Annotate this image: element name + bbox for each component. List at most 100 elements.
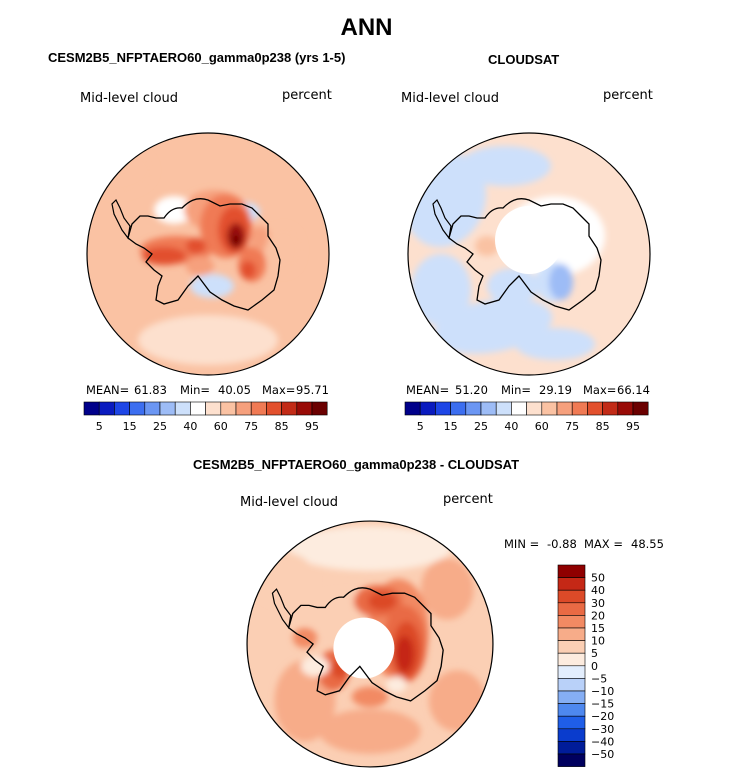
panel-1-colorbar-label: 95 <box>305 420 319 433</box>
panel-2-colorbar-box-2 <box>435 401 451 416</box>
panel-2-colorbar-box-0 <box>404 401 421 416</box>
panel-3-contour-region <box>395 635 414 673</box>
panel-1-contour-region <box>266 226 302 274</box>
panel-2-min-value: 29.19 <box>539 383 572 397</box>
panel-1-colorbar-label: 75 <box>244 420 258 433</box>
panel-3-contour-region <box>351 686 389 707</box>
panel-1-colorbar-box-11 <box>250 401 267 416</box>
panel-1-min-label: Min= <box>180 383 211 397</box>
panel-1-colorbar-label: 60 <box>214 420 228 433</box>
panel-2-colorbar: 5 15 25 40 60 75 85 95 <box>404 401 649 433</box>
panel-3-map <box>246 520 494 768</box>
panel-2-colorbar-label: 95 <box>626 420 640 433</box>
panel-2-colorbar-box-12 <box>587 401 603 416</box>
panel-3-colorbar-box-2 <box>557 589 586 604</box>
panel-3-contour-region <box>319 709 421 754</box>
panel-1-colorbar-box-10 <box>235 401 252 416</box>
panel-1-colorbar: 5 15 25 40 60 75 85 95 <box>83 401 328 433</box>
panel-1-colorbar-box-14 <box>296 401 313 416</box>
panel-2-min-label: Min= <box>501 383 532 397</box>
panel-2-map-boundary <box>407 132 651 376</box>
panel-2-variable-label: Mid-level cloud <box>401 91 500 106</box>
panel-3-map-boundary <box>246 520 494 768</box>
panel-1-contour-region <box>240 261 256 279</box>
panel-3-min-label: MIN = <box>504 537 540 551</box>
panel-1-colorbar-box-15 <box>311 401 328 416</box>
panel-3-variable-label: Mid-level cloud <box>240 495 339 510</box>
panel-1-map-boundary <box>86 132 330 376</box>
panel-1-peninsula-coastline <box>111 198 131 240</box>
panel-3-max-label: MAX = <box>584 537 623 551</box>
panel-1-colorbar-label: 5 <box>96 420 103 433</box>
panel-3-colorbar-label: 0 <box>591 660 598 673</box>
panel-2-contour-region <box>411 254 471 326</box>
panel-1-max-label: Max= <box>262 383 296 397</box>
panel-3-contour-region <box>300 656 330 677</box>
panel-2-colorbar-label: 25 <box>474 420 488 433</box>
panel-2-mean-label: MEAN= <box>406 383 450 397</box>
panel-3-colorbar-label: −5 <box>591 672 607 685</box>
panel-3-colorbar-box-1 <box>557 577 586 591</box>
panel-1-min-value: 40.05 <box>218 383 251 397</box>
panel-1-colorbar-box-9 <box>220 401 237 416</box>
panel-2-contour-region <box>549 264 573 300</box>
panel-2-colorbar-box-9 <box>541 401 558 416</box>
panel-3-colorbar-box-6 <box>557 640 586 654</box>
panel-3-colorbar-box-0 <box>557 564 586 578</box>
panel-3-contour-region <box>367 592 397 611</box>
panel-3-colorbar-box-3 <box>557 602 586 616</box>
panel-2-contour-region <box>459 146 551 186</box>
panel-3-colorbar-label: 30 <box>591 597 605 610</box>
panel-3-peninsula-coastline <box>271 588 292 630</box>
panel-3-colorbar-label: −15 <box>591 698 614 711</box>
panel-2-missing-data-region <box>495 206 563 274</box>
panel-2-colorbar-box-6 <box>495 401 512 416</box>
panel-3-colorbar-box-5 <box>557 627 586 641</box>
panel-3-colorbar-box-9 <box>557 678 586 692</box>
panel-2-title: CLOUDSAT <box>488 52 560 67</box>
figure-title: ANN <box>340 14 393 41</box>
panel-1-colorbar-box-7 <box>190 401 206 416</box>
panel-2-colorbar-box-4 <box>465 401 482 416</box>
panel-3-colorbar-box-7 <box>557 652 586 667</box>
panel-2-coastline <box>448 198 602 311</box>
panel-1-colorbar-label: 15 <box>123 420 137 433</box>
panel-2-colorbar-box-13 <box>602 401 619 416</box>
panel-2-max-label: Max= <box>583 383 617 397</box>
panel-1-colorbar-label: 25 <box>153 420 167 433</box>
panel-3-colorbar-box-15 <box>557 753 586 767</box>
panel-2-colorbar-box-5 <box>480 401 497 416</box>
panel-2-contour-region <box>475 236 499 256</box>
panel-1-title: CESM2B5_NFPTAERO60_gamma0p238 (yrs 1-5) <box>48 50 346 65</box>
panel-2-colorbar-box-10 <box>556 401 573 416</box>
panel-1-colorbar-box-0 <box>83 401 100 416</box>
panel-2-colorbar-label: 60 <box>535 420 549 433</box>
panel-1-contour-region <box>138 315 278 365</box>
panel-3-colorbar-box-4 <box>557 615 586 629</box>
panel-2-colorbar-label: 15 <box>444 420 458 433</box>
panel-1-contour-region <box>250 226 270 250</box>
panel-3-missing-data-region <box>333 617 395 679</box>
panel-2-contour-region <box>487 268 539 304</box>
panel-1-contour-region <box>142 247 186 265</box>
panel-3-colorbar-label: −20 <box>591 710 614 723</box>
panel-3-colorbar-box-8 <box>557 665 586 679</box>
panel-1-mean-value: 61.83 <box>134 383 167 397</box>
panel-2-colorbar-label: 75 <box>565 420 579 433</box>
panel-2-colorbar-box-8 <box>526 401 543 416</box>
panel-2-max-value: 66.14 <box>617 383 650 397</box>
panel-3-contour-region <box>420 558 474 620</box>
panel-1-colorbar-box-8 <box>205 401 222 416</box>
panel-3-colorbar-box-11 <box>557 703 586 717</box>
panel-2-colorbar-box-3 <box>450 401 467 416</box>
panel-3-colorbar-label: −40 <box>591 735 614 748</box>
panel-3-colorbar-label: 50 <box>591 572 605 585</box>
panel-2-colorbar-label: 5 <box>417 420 424 433</box>
panel-3-colorbar-label: −50 <box>591 748 614 761</box>
panel-1-colorbar-box-1 <box>98 401 115 416</box>
panel-2-colorbar-label: 85 <box>596 420 610 433</box>
panel-2-contour-region <box>515 328 595 360</box>
panel-1-colorbar-box-3 <box>129 401 146 416</box>
panel-3-colorbar-label: −30 <box>591 723 614 736</box>
